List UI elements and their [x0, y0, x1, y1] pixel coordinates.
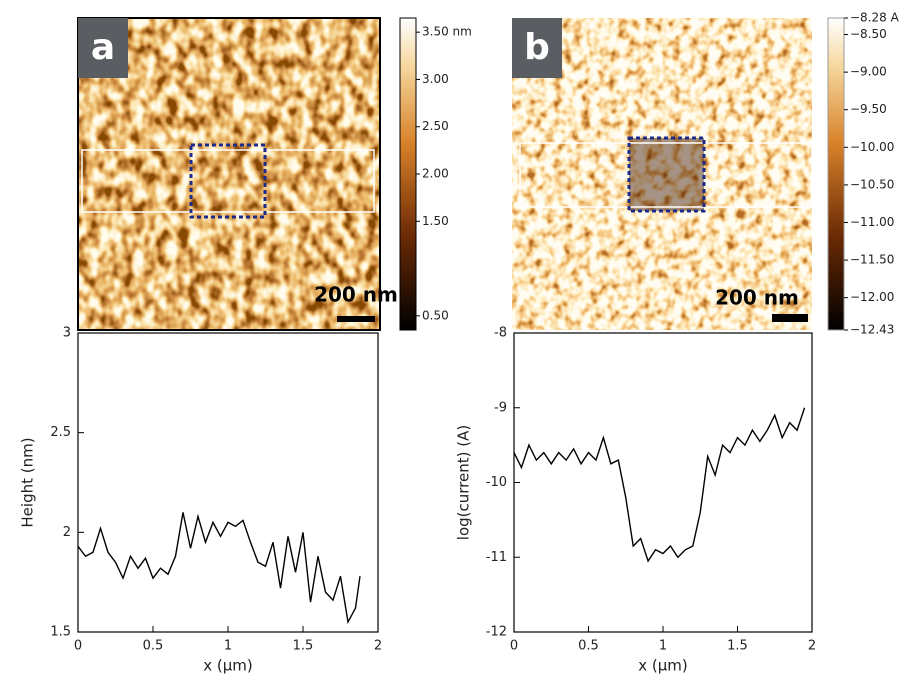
colorbar-tick-label: −11.50: [850, 253, 894, 267]
colorbar: [399, 17, 417, 331]
y-tick-label: -10: [486, 475, 507, 490]
panel-label-box: [512, 18, 562, 78]
colorbar: [827, 17, 845, 331]
x-tick-label: 1.5: [727, 639, 748, 654]
profile-box: [519, 142, 813, 208]
y-tick-label: -11: [486, 550, 507, 565]
profile-line: [77, 512, 361, 625]
colorbar-tick-label: 3.00: [422, 72, 449, 86]
profile-box: [81, 149, 375, 213]
colorbar-tick-label: 0.50: [422, 308, 449, 322]
profile-line: [513, 407, 806, 563]
colorbar-tick-label: 1.50: [422, 214, 449, 228]
y-axis-label: Height (nm): [19, 437, 37, 527]
y-tick-label: 1.5: [50, 625, 71, 640]
afm-image: [78, 18, 380, 330]
y-tick-label: 2.5: [50, 425, 71, 440]
y-tick-label: -8: [494, 326, 507, 341]
dark-region: [629, 138, 704, 211]
x-tick-label: 1: [224, 639, 232, 654]
y-tick-label: 3: [63, 326, 71, 341]
x-tick-label: 0: [74, 639, 82, 654]
y-tick-label: -12: [486, 625, 507, 640]
colorbar-tick-label: 3.50 nm: [422, 25, 472, 39]
scale-bar-label: 200 nm: [314, 283, 398, 307]
x-axis-label: x (μm): [203, 657, 253, 675]
panel-label-box: [78, 18, 128, 78]
panel-label: a: [91, 27, 115, 68]
scale-bar: [772, 314, 808, 322]
x-axis-label: x (μm): [638, 657, 688, 675]
colorbar-tick-label: 2.00: [422, 167, 449, 181]
colorbar-tick-label: −9.50: [850, 102, 887, 116]
region-box: [189, 143, 267, 219]
x-tick-label: 2: [808, 639, 816, 654]
colorbar-tick-label: −8.50: [850, 27, 887, 41]
colorbar-tick-label: −12.00: [850, 290, 894, 304]
x-tick-label: 0.5: [578, 639, 599, 654]
colorbar-tick-label: −10.00: [850, 140, 894, 154]
colorbar-tick-label: −11.00: [850, 215, 894, 229]
x-tick-label: 0: [510, 639, 518, 654]
colorbar-tick-label: 2.50: [422, 119, 449, 133]
x-tick-label: 1.5: [293, 639, 314, 654]
x-tick-label: 2: [374, 639, 382, 654]
scale-bar: [337, 316, 375, 322]
colorbar-tick-label: −8.28 A: [850, 11, 900, 25]
y-tick-label: 2: [63, 525, 71, 540]
x-tick-label: 1: [659, 639, 667, 654]
y-axis-label: log(current) (A): [455, 425, 473, 540]
y-tick-label: -9: [494, 400, 507, 415]
image-frame: [77, 17, 381, 331]
colorbar-tick-label: −9.00: [850, 65, 887, 79]
region-box: [627, 136, 706, 213]
panel-label: b: [524, 27, 550, 68]
colorbar-tick-label: −10.50: [850, 177, 894, 191]
colorbar-tick-label: −12.43: [850, 323, 894, 337]
scale-bar-label: 200 nm: [715, 286, 799, 310]
x-tick-label: 0.5: [143, 639, 164, 654]
